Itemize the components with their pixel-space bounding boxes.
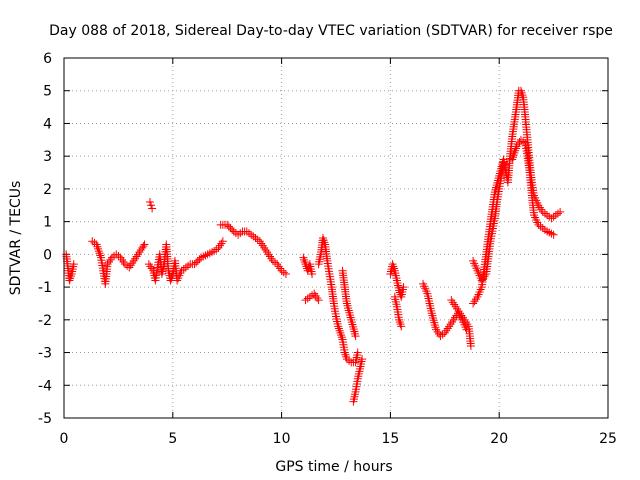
data-point: [271, 258, 280, 267]
data-point: [94, 244, 103, 253]
data-point: [466, 342, 475, 350]
data-point: [114, 252, 123, 260]
data-point: [69, 260, 78, 269]
x-tick-label: 25: [599, 431, 617, 447]
data-point: [300, 255, 309, 264]
data-point: [145, 198, 154, 206]
data-point: [140, 240, 149, 249]
data-point: [279, 268, 288, 277]
data-point: [337, 331, 346, 340]
data-point: [226, 224, 235, 233]
data-point: [193, 256, 202, 265]
data-point: [218, 237, 227, 246]
data-point: [281, 270, 290, 278]
x-tick-label: 15: [381, 431, 399, 447]
data-point: [358, 355, 367, 364]
data-point: [224, 222, 233, 231]
data-point: [399, 283, 408, 292]
data-point: [314, 296, 323, 305]
y-axis-label: SDTVAR / TECUs: [8, 181, 24, 296]
data-point: [556, 207, 565, 216]
chart-title: Day 088 of 2018, Sidereal Day-to-day VTE…: [49, 23, 613, 39]
data-point: [308, 270, 317, 278]
y-tick-label: -3: [38, 346, 52, 362]
data-point: [236, 229, 245, 238]
x-axis-label: GPS time / hours: [275, 459, 392, 475]
data-point: [549, 230, 558, 239]
data-point: [335, 326, 344, 335]
y-tick-label: 0: [43, 247, 52, 263]
data-point: [351, 332, 360, 341]
y-tick-label: 5: [43, 84, 52, 100]
data-point: [336, 328, 345, 337]
data-point: [547, 229, 556, 238]
data-point: [190, 260, 199, 269]
data-point: [396, 320, 405, 329]
data-point: [139, 242, 148, 251]
y-tick-label: 2: [43, 182, 52, 198]
data-point: [228, 225, 237, 234]
data-point: [147, 201, 156, 210]
x-tick-label: 20: [490, 431, 508, 447]
data-point: [300, 258, 309, 266]
data-point: [96, 251, 105, 260]
data-point: [395, 318, 404, 326]
data-point: [334, 324, 343, 333]
x-tick-label: 5: [168, 431, 177, 447]
plot-frame: [63, 57, 609, 419]
data-point: [192, 258, 201, 267]
y-tick-label: -4: [38, 378, 52, 394]
data-point: [337, 333, 346, 342]
data-point: [341, 350, 350, 359]
tick-labels: 0 5 10 15 20 25 -5 -4 -3 -2 -1 0 1 2 3 4 5 6: [38, 51, 617, 447]
y-tick-label: 4: [43, 116, 52, 132]
y-tick-label: -5: [38, 411, 52, 427]
data-point: [95, 249, 104, 258]
y-tick-label: -2: [38, 313, 52, 329]
x-tick-label: 0: [60, 431, 69, 447]
data-point: [148, 204, 157, 213]
y-tick-label: 6: [43, 51, 52, 67]
data-point: [353, 348, 362, 357]
data-point: [223, 220, 232, 229]
x-tick-label: 10: [273, 431, 291, 447]
data-point: [397, 322, 406, 331]
y-tick-label: -1: [38, 280, 52, 296]
y-tick-label: 3: [43, 149, 52, 165]
data-points: [62, 86, 565, 406]
y-tick-label: 1: [43, 215, 52, 231]
